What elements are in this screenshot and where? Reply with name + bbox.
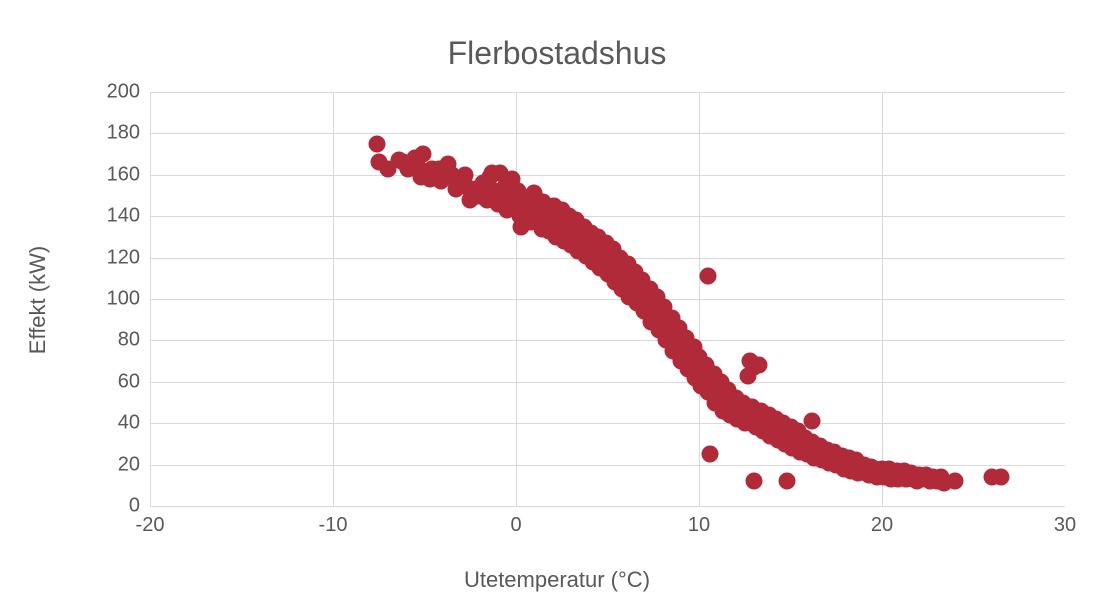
y-tick-label: 100 [107,288,140,311]
x-tick-label: 10 [688,514,710,537]
gridline-h [150,465,1065,466]
data-point [368,135,385,152]
gridline-h [150,92,1065,93]
plot-area: 020406080100120140160180200-20-100102030 [150,92,1065,506]
y-tick-label: 20 [118,453,140,476]
data-point [804,413,821,430]
x-tick-label: 20 [871,514,893,537]
data-point [701,446,718,463]
gridline-v [882,92,883,506]
gridline-h [150,423,1065,424]
y-tick-label: 180 [107,122,140,145]
gridline-h [150,340,1065,341]
y-tick-label: 40 [118,412,140,435]
x-axis-label: Utetemperatur (°C) [0,567,1114,593]
data-point [751,357,768,374]
data-point [745,473,762,490]
gridline-h [150,382,1065,383]
gridline-v [333,92,334,506]
gridline-h [150,133,1065,134]
x-tick-label: 0 [510,514,521,537]
chart-title: Flerbostadshus [0,35,1114,72]
data-point [778,473,795,490]
gridline-h [150,175,1065,176]
data-point [513,218,530,235]
data-point [992,469,1009,486]
data-point [700,268,717,285]
y-axis-label: Effekt (kW) [25,246,51,354]
gridline-v [699,92,700,506]
gridline-h [150,299,1065,300]
y-tick-label: 80 [118,329,140,352]
x-tick-label: 30 [1054,514,1076,537]
data-point [947,473,964,490]
x-tick-label: -10 [319,514,348,537]
y-tick-label: 160 [107,163,140,186]
y-tick-label: 200 [107,81,140,104]
gridline-v [516,92,517,506]
x-tick-label: -20 [136,514,165,537]
y-tick-label: 120 [107,246,140,269]
scatter-chart: Flerbostadshus Effekt (kW) Utetemperatur… [0,0,1114,611]
y-tick-label: 140 [107,205,140,228]
gridline-h [150,216,1065,217]
y-tick-label: 60 [118,370,140,393]
